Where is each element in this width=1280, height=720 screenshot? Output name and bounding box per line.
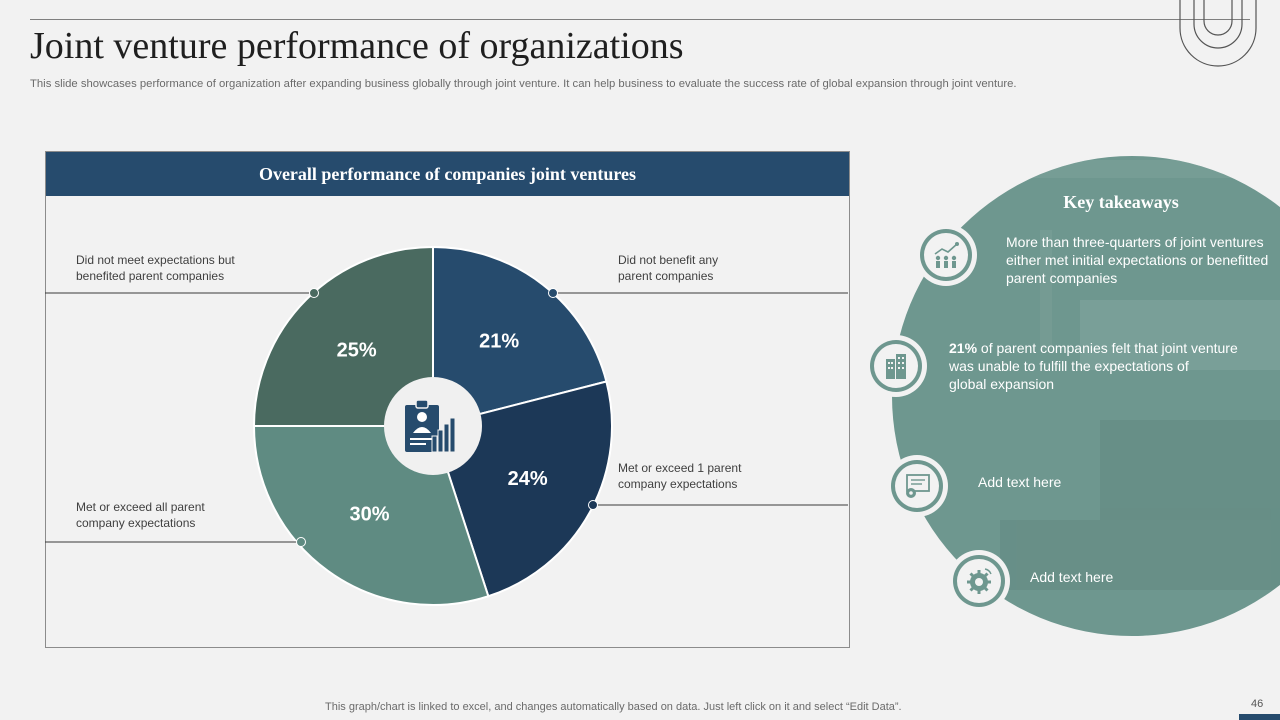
takeaway-line-rest: of parent companies felt that joint vent… bbox=[977, 340, 1238, 356]
callout-top-right: Did not benefit any parent companies bbox=[618, 252, 718, 284]
pie-value-label-3: 30% bbox=[350, 503, 390, 525]
callout-line: Met or exceed all parent bbox=[76, 500, 205, 514]
leader-dot-bottom-left bbox=[296, 537, 306, 547]
key-takeaways-title: Key takeaways bbox=[1063, 192, 1179, 212]
clipboard-chart-icon bbox=[405, 399, 456, 453]
chart-panel-header: Overall performance of companies joint v… bbox=[46, 152, 849, 196]
callout-line: benefited parent companies bbox=[76, 269, 225, 283]
callout-line: company expectations bbox=[76, 516, 196, 530]
takeaway-line: was unable to fulfill the expectations o… bbox=[949, 358, 1189, 374]
takeaway-line: More than three-quarters of joint ventur… bbox=[1006, 234, 1264, 250]
pie-value-label-1: 21% bbox=[479, 331, 519, 353]
gear-cycle-icon bbox=[967, 568, 992, 594]
leader-dot-top-left bbox=[309, 288, 319, 298]
callout-line: Did not meet expectations but bbox=[76, 253, 235, 267]
growth-chart-people-icon bbox=[934, 242, 959, 268]
takeaway-line: parent companies bbox=[1006, 270, 1118, 286]
page-accent-bar bbox=[1239, 714, 1280, 720]
callout-bottom-left: Met or exceed all parent company expecta… bbox=[76, 499, 205, 531]
callout-line: Did not benefit any bbox=[618, 253, 719, 267]
decorative-arch bbox=[1179, 0, 1257, 67]
page-subtitle: This slide showcases performance of orga… bbox=[30, 78, 1017, 90]
takeaway-line: global expansion bbox=[949, 376, 1055, 392]
callout-mid-right: Met or exceed 1 parent company expectati… bbox=[618, 460, 741, 492]
leader-dot-top-right bbox=[548, 288, 558, 298]
footer-note: This graph/chart is linked to excel, and… bbox=[325, 701, 902, 713]
callout-line: company expectations bbox=[618, 477, 738, 491]
buildings-icon bbox=[886, 354, 906, 379]
top-rule bbox=[30, 19, 1250, 20]
takeaway-line: Add text here bbox=[978, 474, 1062, 490]
takeaway-line: 21% of parent companies felt that joint … bbox=[949, 339, 1238, 357]
callout-top-left: Did not meet expectations but benefited … bbox=[76, 252, 235, 284]
pie-value-label-4: 25% bbox=[337, 340, 377, 362]
takeaway-1: More than three-quarters of joint ventur… bbox=[1006, 233, 1268, 287]
takeaway-line: Add text here bbox=[1030, 569, 1114, 585]
pie-value-label-2: 24% bbox=[508, 468, 548, 490]
page-title: Joint venture performance of organizatio… bbox=[30, 25, 684, 67]
takeaway-highlight: 21% bbox=[949, 340, 978, 356]
takeaway-3: Add text here bbox=[978, 473, 1061, 491]
callout-line: Met or exceed 1 parent bbox=[618, 461, 742, 475]
pie-slice-4 bbox=[252, 245, 434, 427]
takeaway-2: 21% of parent companies felt that joint … bbox=[949, 339, 1238, 393]
page-number: 46 bbox=[1251, 698, 1264, 710]
monitor-gear-icon bbox=[906, 474, 930, 498]
leader-dot-mid-right bbox=[588, 500, 598, 510]
takeaway-line: either met initial expectations or benef… bbox=[1006, 252, 1269, 268]
takeaway-4: Add text here bbox=[1030, 568, 1113, 586]
pie-slice-1 bbox=[432, 245, 608, 428]
callout-line: parent companies bbox=[618, 269, 714, 283]
